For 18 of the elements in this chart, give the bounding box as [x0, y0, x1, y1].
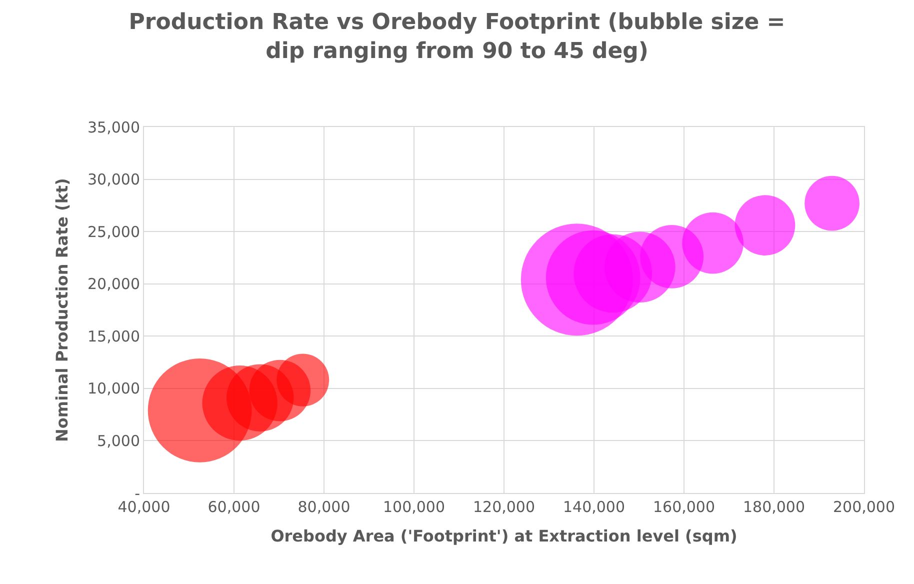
y-tick-label: 30,000	[88, 170, 140, 189]
y-tick-label: 20,000	[88, 275, 140, 294]
y-axis-title: Nominal Production Rate (kt)	[52, 178, 72, 442]
x-axis-title: Orebody Area ('Footprint') at Extraction level (sqm)	[270, 526, 738, 546]
y-tick-label: 10,000	[88, 380, 140, 398]
y-tick-label: 25,000	[88, 222, 140, 241]
x-tick-label: 160,000	[652, 498, 716, 516]
y-tick-label: 15,000	[88, 327, 140, 346]
chart-title: Production Rate vs Orebody Footprint (bubble size = dip ranging from 90 to 45 deg)	[128, 10, 786, 64]
x-tick-label: 200,000	[832, 498, 896, 516]
x-tick-label: 120,000	[472, 498, 536, 516]
x-tick-label: 140,000	[562, 498, 626, 516]
y-tick-label: 5,000	[97, 432, 140, 450]
y-tick-label: 35,000	[88, 118, 140, 136]
x-tick-label: 180,000	[742, 498, 806, 516]
x-tick-label: 80,000	[298, 498, 350, 516]
x-tick-label: 100,000	[382, 498, 446, 516]
x-tick-label: 60,000	[208, 498, 260, 516]
